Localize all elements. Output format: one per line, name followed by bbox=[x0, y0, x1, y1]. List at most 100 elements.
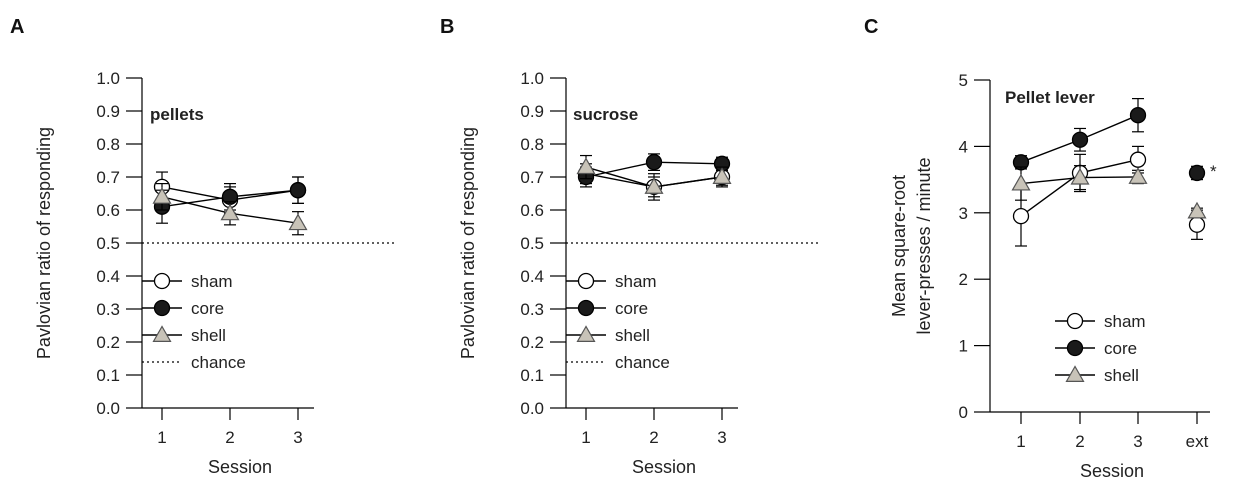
x-axis-title: Session bbox=[632, 457, 696, 477]
y-tick-label: 0.2 bbox=[520, 333, 544, 352]
y-tick-label: 0.5 bbox=[96, 234, 120, 253]
y-tick-label: 2 bbox=[959, 270, 968, 289]
data-point-core bbox=[1129, 107, 1147, 124]
y-axis-title: Pavlovian ratio of responding bbox=[458, 127, 478, 359]
y-tick-label: 0.8 bbox=[520, 135, 544, 154]
y-tick-label: 3 bbox=[959, 204, 968, 223]
data-point-core bbox=[645, 153, 663, 171]
x-tick-label: 1 bbox=[1016, 432, 1025, 451]
panel-annotation: sucrose bbox=[573, 105, 638, 124]
legend: sham core shell bbox=[1055, 312, 1146, 385]
legend-item-chance: chance bbox=[142, 353, 246, 372]
legend-item-shell: shell bbox=[1055, 365, 1139, 385]
y-tick-label: 0.2 bbox=[96, 333, 120, 352]
x-tick-label: 2 bbox=[1075, 432, 1084, 451]
data-point-shell bbox=[1070, 167, 1090, 185]
legend-label: chance bbox=[191, 353, 246, 372]
legend-item-sham: sham bbox=[566, 272, 657, 291]
y-tick-label: 0.3 bbox=[96, 300, 120, 319]
legend-marker bbox=[153, 272, 171, 290]
y-tick-label: 0.3 bbox=[520, 300, 544, 319]
legend-marker bbox=[576, 325, 596, 342]
legend-item-shell: shell bbox=[142, 325, 226, 345]
y-tick-label: 0.9 bbox=[96, 102, 120, 121]
legend: sham core shell chance bbox=[566, 272, 670, 372]
y-tick-label: 0.6 bbox=[520, 201, 544, 220]
legend-label: core bbox=[615, 299, 648, 318]
data-point-shell bbox=[288, 213, 308, 231]
y-tick-label: 0.4 bbox=[520, 267, 544, 286]
y-tick-label: 0.0 bbox=[96, 399, 120, 418]
data-point-core bbox=[1071, 131, 1089, 148]
y-tick-label: 4 bbox=[959, 137, 968, 156]
y-tick-label: 0.7 bbox=[520, 168, 544, 187]
data-point-shell bbox=[576, 157, 596, 175]
legend-marker bbox=[1066, 339, 1084, 357]
y-axis-title-line2: lever-presses / minute bbox=[914, 157, 934, 334]
legend-item-shell: shell bbox=[566, 325, 650, 345]
legend-item-core: core bbox=[142, 299, 224, 318]
x-tick-label: 1 bbox=[157, 428, 166, 447]
y-tick-label: 5 bbox=[959, 71, 968, 90]
legend-label: sham bbox=[615, 272, 657, 291]
legend-item-sham: sham bbox=[1055, 312, 1146, 331]
panel-letter: C bbox=[864, 16, 878, 38]
panel-letter: A bbox=[10, 16, 24, 38]
significance-mark: * bbox=[1210, 162, 1217, 181]
x-axis-title: Session bbox=[1080, 461, 1144, 481]
y-tick-label: 0.7 bbox=[96, 168, 120, 187]
legend-label: shell bbox=[191, 326, 226, 345]
data-point-sham bbox=[1188, 216, 1206, 233]
legend-label: chance bbox=[615, 353, 670, 372]
y-tick-label: 1 bbox=[959, 337, 968, 356]
legend-marker bbox=[577, 299, 595, 317]
y-tick-label: 1.0 bbox=[520, 69, 544, 88]
panel-annotation: pellets bbox=[150, 105, 204, 124]
data-point-shell bbox=[1011, 173, 1031, 191]
x-tick-label: 3 bbox=[293, 428, 302, 447]
y-tick-label: 0.8 bbox=[96, 135, 120, 154]
series-sham bbox=[1012, 145, 1206, 247]
legend-marker bbox=[1065, 365, 1085, 382]
data-point-shell bbox=[712, 167, 732, 184]
x-tick-label: 2 bbox=[649, 428, 658, 447]
series-shell bbox=[576, 154, 732, 201]
panel-a: A 0.0 0.1 0.2 0.3 0.4 0.5 0.6 0.7 0.8 0.9 1.0 1 2 3 Ses… bbox=[10, 16, 394, 477]
series-core bbox=[1012, 97, 1206, 182]
legend-label: shell bbox=[1104, 366, 1139, 385]
legend-label: core bbox=[1104, 339, 1137, 358]
y-axis-title: Mean square-root bbox=[889, 175, 909, 317]
legend-label: sham bbox=[191, 272, 233, 291]
legend-marker bbox=[153, 299, 171, 317]
y-tick-label: 0.6 bbox=[96, 201, 120, 220]
x-tick-label: ext bbox=[1186, 432, 1209, 451]
data-point-sham bbox=[1012, 207, 1030, 225]
data-point-sham bbox=[1129, 151, 1147, 168]
data-point-core bbox=[1188, 164, 1206, 182]
legend: sham core shell chance bbox=[142, 272, 246, 372]
legend-item-chance: chance bbox=[566, 353, 670, 372]
x-tick-label: 1 bbox=[581, 428, 590, 447]
y-tick-label: 0.5 bbox=[520, 234, 544, 253]
data-point-shell bbox=[220, 203, 240, 221]
panel-b: B 0.0 0.1 0.2 0.3 0.4 0.5 0.6 0.7 0.8 0.9 1.0 1 2 3 Ses… bbox=[440, 16, 818, 477]
legend-label: sham bbox=[1104, 312, 1146, 331]
y-tick-label: 0 bbox=[959, 403, 968, 422]
y-tick-label: 0.4 bbox=[96, 267, 120, 286]
y-tick-label: 0.1 bbox=[520, 366, 544, 385]
data-point-shell bbox=[152, 187, 172, 204]
panel-c: C 0 1 2 3 4 5 1 2 3 ext Session Mean square-root leve… bbox=[864, 16, 1217, 481]
legend-label: core bbox=[191, 299, 224, 318]
x-tick-label: 3 bbox=[1133, 432, 1142, 451]
y-tick-label: 0.0 bbox=[520, 399, 544, 418]
series-shell bbox=[152, 183, 308, 236]
panel-letter: B bbox=[440, 16, 454, 38]
data-point-shell bbox=[1128, 167, 1148, 184]
legend-item-sham: sham bbox=[142, 272, 233, 291]
data-point-shell bbox=[644, 177, 664, 194]
x-axis-title: Session bbox=[208, 457, 272, 477]
legend-item-core: core bbox=[566, 299, 648, 318]
y-tick-label: 1.0 bbox=[96, 69, 120, 88]
legend-marker bbox=[577, 272, 595, 290]
